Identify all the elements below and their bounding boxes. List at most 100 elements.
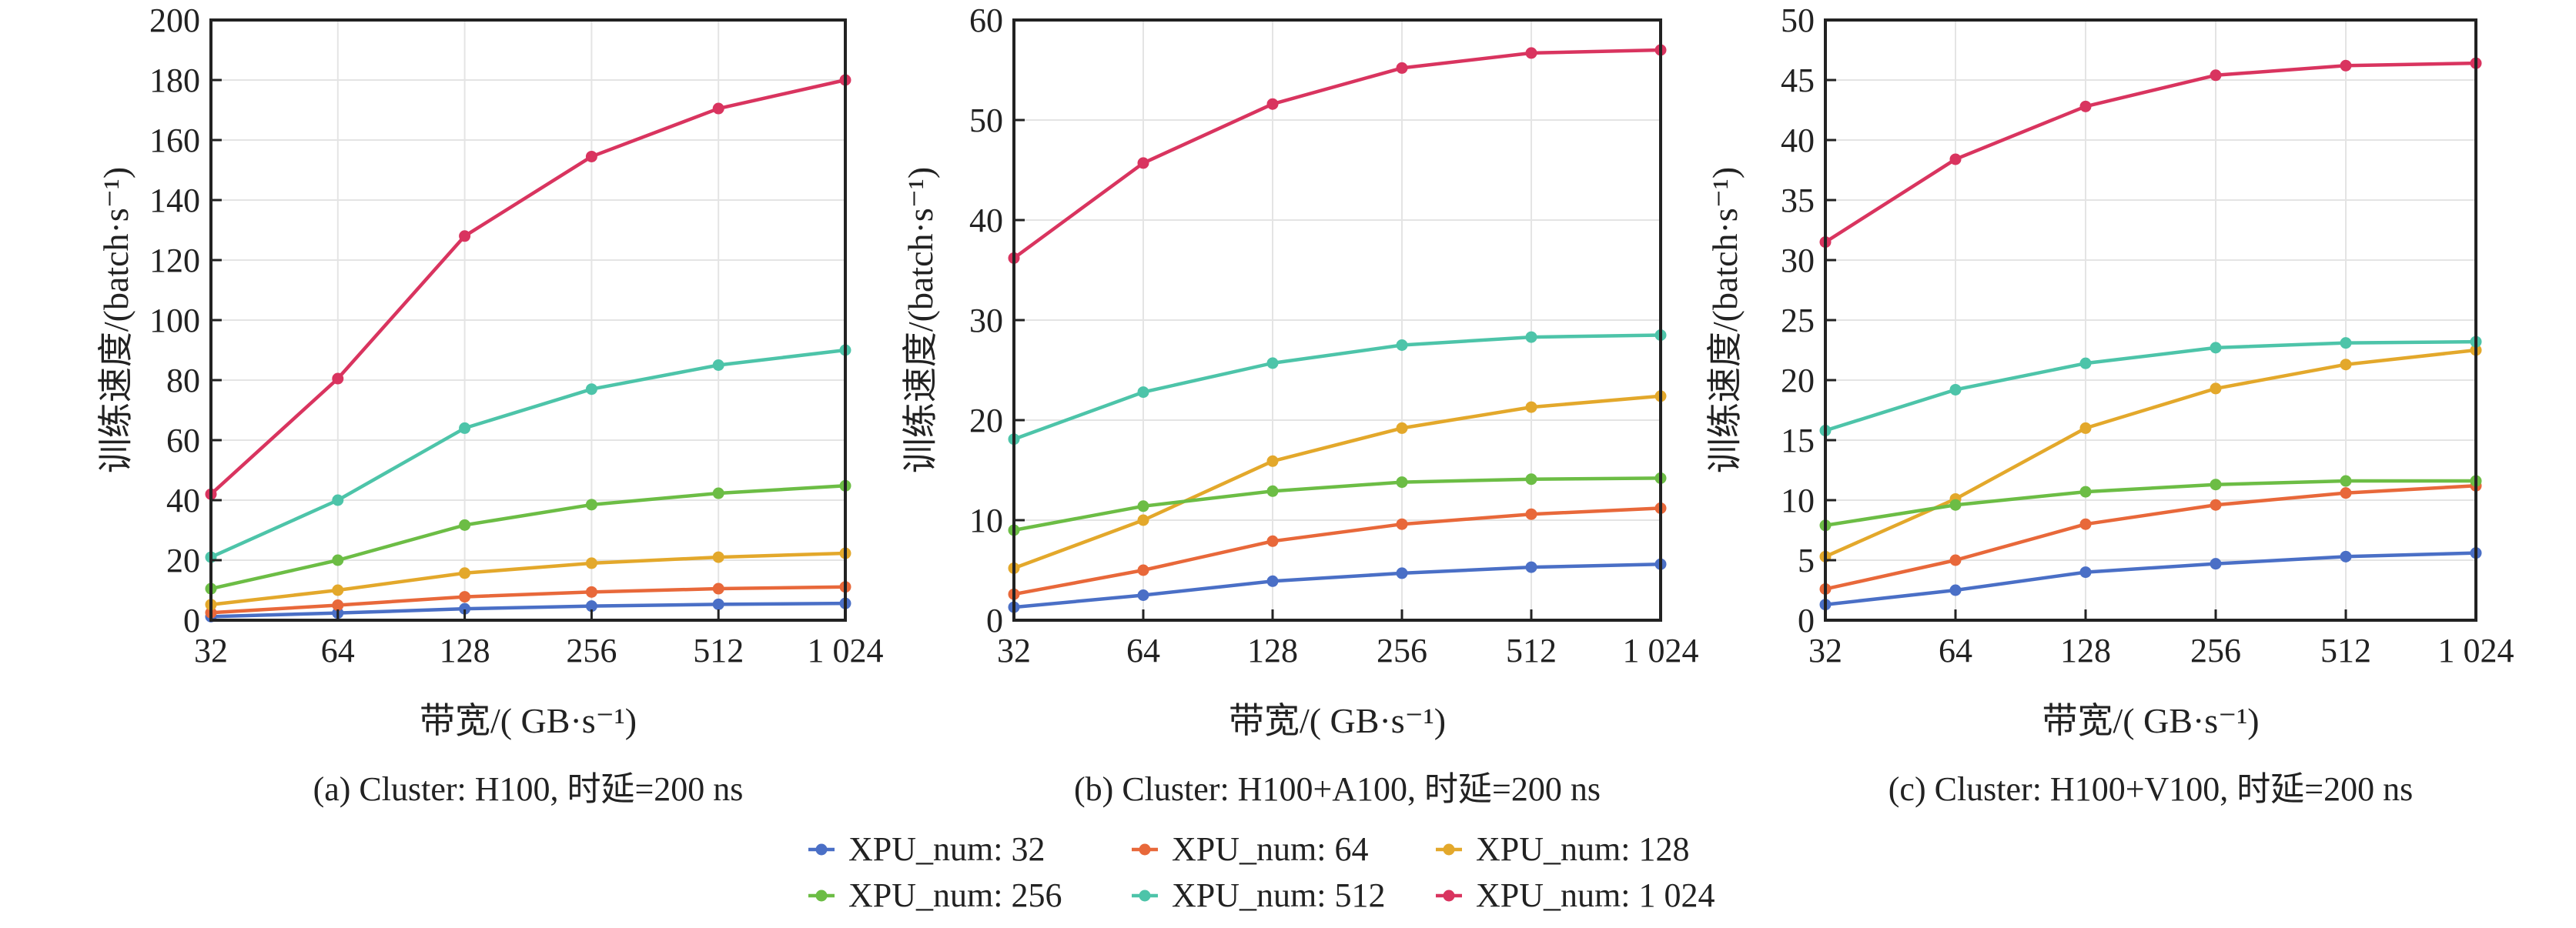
subplot-caption: (b) Cluster: H100+A100, 时延=200 ns bbox=[1074, 770, 1601, 808]
data-point bbox=[332, 494, 344, 506]
y-tick-label: 0 bbox=[1798, 602, 1815, 639]
data-point bbox=[2079, 357, 2092, 369]
series-line-0 bbox=[1825, 551, 2477, 606]
data-point bbox=[1266, 535, 1279, 547]
series-line-3 bbox=[210, 484, 846, 591]
series-line-4 bbox=[210, 348, 846, 559]
legend-dot-marker bbox=[815, 890, 828, 902]
series-line-5 bbox=[1824, 61, 2477, 244]
y-tick-label: 35 bbox=[1781, 182, 1815, 219]
data-point bbox=[2079, 100, 2092, 112]
data-point bbox=[1137, 514, 1149, 526]
y-tick-label: 160 bbox=[149, 122, 200, 159]
y-tick-label: 5 bbox=[1798, 542, 1815, 579]
data-point bbox=[2210, 69, 2222, 82]
y-tick-label: 20 bbox=[166, 542, 200, 579]
y-tick-label: 20 bbox=[969, 402, 1003, 439]
y-tick-label: 60 bbox=[166, 422, 200, 459]
data-point bbox=[332, 584, 344, 596]
x-axis-label: 带宽/( GB·s⁻¹) bbox=[420, 701, 637, 740]
legend-label: XPU_num: 512 bbox=[1172, 876, 1385, 914]
x-tick-label: 256 bbox=[566, 632, 617, 669]
y-tick-label: 180 bbox=[149, 62, 200, 99]
data-point bbox=[712, 551, 724, 563]
data-point bbox=[2340, 487, 2352, 499]
y-tick-label: 40 bbox=[969, 202, 1003, 239]
data-point bbox=[459, 591, 471, 603]
y-tick-label: 80 bbox=[166, 362, 200, 399]
legend-dot-marker bbox=[1139, 890, 1151, 902]
data-point bbox=[1137, 589, 1149, 601]
data-point bbox=[1137, 564, 1149, 576]
legend-item: XPU_num: 32 bbox=[808, 830, 1045, 868]
x-tick-label: 256 bbox=[1377, 632, 1427, 669]
x-tick-label: 512 bbox=[693, 632, 744, 669]
legend-label: XPU_num: 256 bbox=[848, 876, 1062, 914]
x-tick-label: 256 bbox=[2190, 632, 2241, 669]
data-point bbox=[2210, 342, 2222, 354]
data-point bbox=[2210, 382, 2222, 395]
data-point bbox=[1949, 383, 1962, 396]
y-tick-label: 120 bbox=[149, 242, 200, 279]
y-tick-label: 50 bbox=[969, 102, 1003, 139]
data-point bbox=[1266, 357, 1279, 369]
legend-item: XPU_num: 128 bbox=[1436, 830, 1689, 868]
data-point bbox=[1266, 485, 1279, 497]
data-point bbox=[459, 230, 471, 242]
x-tick-label: 64 bbox=[321, 632, 355, 669]
data-point bbox=[2340, 359, 2352, 371]
data-point bbox=[1396, 422, 1408, 434]
legend-item: XPU_num: 64 bbox=[1132, 830, 1368, 868]
series-line-2 bbox=[1013, 394, 1661, 570]
series-line-4 bbox=[1825, 339, 2477, 432]
x-tick-label: 32 bbox=[1808, 632, 1842, 669]
data-point bbox=[2340, 475, 2352, 487]
data-point bbox=[1525, 561, 1537, 573]
data-point bbox=[1266, 455, 1279, 467]
series-line-2 bbox=[210, 551, 846, 606]
y-tick-label: 100 bbox=[149, 302, 200, 339]
data-point bbox=[712, 487, 724, 499]
data-point bbox=[1525, 508, 1537, 520]
series-line-0 bbox=[1013, 562, 1661, 609]
legend-item: XPU_num: 256 bbox=[808, 876, 1062, 914]
y-axis-label: 训练速度/(batch·s⁻¹) bbox=[901, 167, 940, 473]
legend-dot-marker bbox=[1443, 890, 1455, 902]
data-point bbox=[1396, 518, 1408, 530]
data-point bbox=[585, 499, 597, 511]
data-point bbox=[585, 557, 597, 569]
legend-dot-marker bbox=[1139, 843, 1151, 856]
data-point bbox=[2079, 518, 2092, 530]
x-tick-label: 128 bbox=[440, 632, 490, 669]
x-tick-label: 1 024 bbox=[2438, 632, 2514, 669]
series-line-3 bbox=[1013, 476, 1661, 532]
legend: XPU_num: 32 XPU_num: 64 XPU_num: 128 XPU_nu… bbox=[808, 830, 1715, 914]
data-point bbox=[459, 422, 471, 434]
data-point bbox=[712, 583, 724, 595]
data-point bbox=[332, 599, 344, 611]
chart-panel-c: 0 5 10 15 20 25 30 35 40 45 50 32 64 128 256 512 1 024 带宽… bbox=[1705, 2, 2514, 808]
data-point bbox=[459, 519, 471, 531]
data-point bbox=[459, 603, 471, 615]
y-tick-label: 40 bbox=[166, 482, 200, 519]
y-tick-label: 50 bbox=[1781, 2, 1815, 39]
y-tick-label: 200 bbox=[149, 2, 200, 39]
data-point bbox=[459, 567, 471, 579]
x-tick-label: 1 024 bbox=[808, 632, 884, 669]
data-point bbox=[1525, 473, 1537, 486]
series-line-1 bbox=[1825, 484, 2477, 591]
subplot-caption: (c) Cluster: H100+V100, 时延=200 ns bbox=[1889, 770, 2413, 808]
legend-item: XPU_num: 512 bbox=[1132, 876, 1385, 914]
y-tick-label: 15 bbox=[1781, 422, 1815, 459]
legend-label: XPU_num: 1 024 bbox=[1476, 876, 1715, 914]
data-point bbox=[1396, 567, 1408, 579]
x-tick-label: 64 bbox=[1126, 632, 1160, 669]
y-tick-label: 140 bbox=[149, 182, 200, 219]
data-point bbox=[712, 102, 724, 115]
data-point bbox=[1525, 47, 1537, 59]
y-tick-label: 30 bbox=[969, 302, 1003, 339]
y-tick-label: 0 bbox=[183, 602, 200, 639]
data-point bbox=[1949, 153, 1962, 165]
data-point bbox=[585, 383, 597, 396]
data-point bbox=[585, 600, 597, 613]
